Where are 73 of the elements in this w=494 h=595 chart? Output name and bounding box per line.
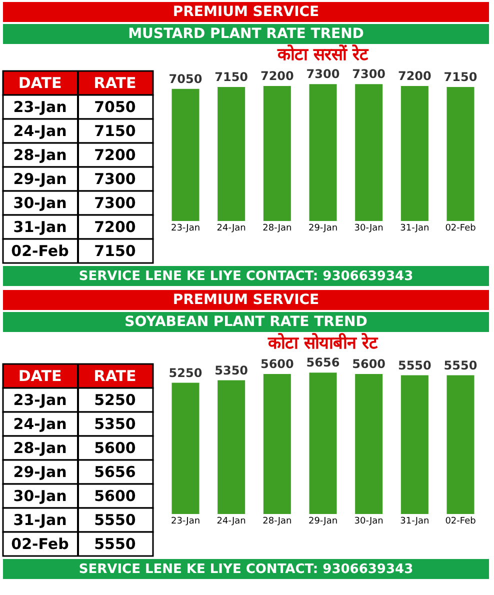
data-label: 5656 <box>306 356 340 370</box>
text: SOYABEAN PLANT RATE TREND <box>124 314 368 330</box>
data-label: 7150 <box>94 242 136 260</box>
data-label: 5350 <box>94 415 136 433</box>
data-label: 5250 <box>168 366 202 380</box>
bar <box>263 374 291 514</box>
data-label: 5550 <box>398 358 432 372</box>
category-label: 28-Jan <box>13 439 67 457</box>
data-label: 5550 <box>94 511 136 529</box>
bar <box>355 374 383 514</box>
x-tick-label: 28-Jan <box>262 516 292 526</box>
category-label: 30-Jan <box>13 194 67 212</box>
data-label: 7150 <box>94 122 136 140</box>
x-tick-label: 30-Jan <box>354 516 384 526</box>
x-tick-label: 29-Jan <box>308 224 338 234</box>
text: RATE <box>94 74 136 92</box>
category-label: 23-Jan <box>13 391 67 409</box>
text: DATE <box>18 74 62 92</box>
data-label: 7200 <box>94 218 136 236</box>
category-label: 28-Jan <box>13 146 67 164</box>
x-tick-label: 28-Jan <box>262 224 292 234</box>
data-label: 5550 <box>94 535 136 553</box>
data-label: 7150 <box>444 70 478 84</box>
x-tick-label: 31-Jan <box>400 516 430 526</box>
x-tick-label: 31-Jan <box>400 224 430 234</box>
x-tick-label: 23-Jan <box>170 516 200 526</box>
category-label: 24-Jan <box>13 415 67 433</box>
data-label: 5350 <box>214 363 248 378</box>
data-label: 7300 <box>94 194 136 212</box>
data-label: 7300 <box>352 67 386 82</box>
x-tick-label: 02-Feb <box>445 224 476 234</box>
x-tick-label: 23-Jan <box>170 224 200 234</box>
x-tick-label: 30-Jan <box>354 224 384 234</box>
x-tick-label: 24-Jan <box>216 224 246 234</box>
category-label: 29-Jan <box>13 170 67 188</box>
category-label: 29-Jan <box>13 463 67 481</box>
text: SERVICE LENE KE LIYE CONTACT: 9306639343 <box>78 269 414 284</box>
x-tick-label: 29-Jan <box>308 516 338 526</box>
bar <box>400 375 428 514</box>
data-label: 7300 <box>306 67 340 82</box>
data-label: 7200 <box>260 69 294 83</box>
data-label: 7050 <box>94 98 136 116</box>
data-label: 7200 <box>398 69 432 83</box>
category-label: 02-Feb <box>11 535 70 553</box>
category-label: 24-Jan <box>13 122 67 140</box>
category-label: 02-Feb <box>11 242 70 260</box>
bar <box>309 372 337 514</box>
chart-title: कोटा सरसों रेट <box>276 44 370 66</box>
category-label: 23-Jan <box>13 98 67 116</box>
data-label: 5600 <box>260 357 294 371</box>
text: RATE <box>94 367 136 385</box>
category-label: 30-Jan <box>13 487 67 505</box>
text: DATE <box>18 367 62 385</box>
chart-title: कोटा सोयाबीन रेट <box>267 332 379 354</box>
text: MUSTARD PLANT RATE TREND <box>128 26 364 42</box>
text: SERVICE LENE KE LIYE CONTACT: 9306639343 <box>78 562 414 577</box>
bar <box>172 382 200 514</box>
data-label: 5550 <box>444 358 478 372</box>
data-label: 5600 <box>94 487 136 505</box>
data-label: 7050 <box>168 72 202 86</box>
text: PREMIUM SERVICE <box>172 292 320 308</box>
bar <box>218 380 246 514</box>
data-label: 7300 <box>94 170 136 188</box>
bar <box>446 375 474 514</box>
data-label: 7200 <box>94 146 136 164</box>
data-label: 5600 <box>352 357 386 371</box>
data-label: 7150 <box>214 70 248 84</box>
x-tick-label: 24-Jan <box>216 516 246 526</box>
text: PREMIUM SERVICE <box>172 4 320 20</box>
data-label: 5600 <box>94 439 136 457</box>
data-label: 5250 <box>94 391 136 409</box>
data-label: 5656 <box>94 463 136 481</box>
x-tick-label: 02-Feb <box>445 516 476 526</box>
